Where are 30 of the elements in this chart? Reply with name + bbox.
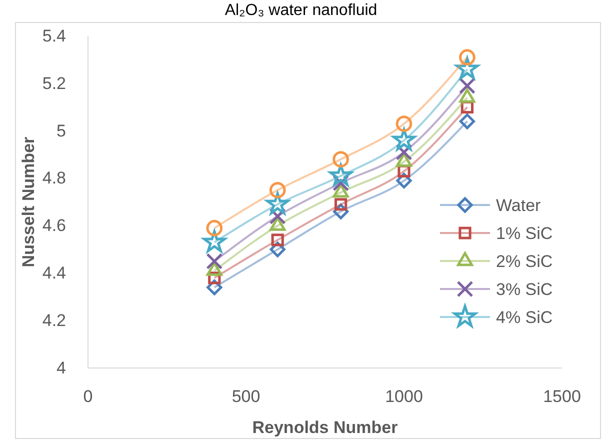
legend-label: Water: [496, 196, 542, 215]
point: [396, 116, 412, 132]
y-tick-label: 5: [56, 121, 66, 140]
legend-label: 3% SiC: [496, 280, 553, 299]
y-tick-label: 4.4: [42, 264, 66, 283]
x-tick-label: 1500: [543, 387, 581, 406]
chart-title: Al₂O₃ water nanofluid: [224, 2, 378, 19]
point: [332, 151, 349, 168]
legend-label: 1% SiC: [496, 224, 553, 243]
y-tick-label: 4: [56, 358, 66, 378]
y-tick-label: 5.4: [42, 26, 66, 46]
y-tick-label: 4.2: [42, 311, 66, 330]
x-tick-label: 500: [232, 387, 260, 406]
point: [206, 220, 223, 236]
y-axis-title: Nusselt Number: [19, 136, 38, 268]
y-tick-label: 4.8: [42, 168, 66, 188]
point: [458, 78, 476, 94]
point: [269, 182, 286, 198]
y-tick-label: 4.6: [42, 216, 66, 236]
x-tick-label: 1000: [385, 387, 423, 406]
point: [459, 114, 476, 130]
point: [459, 49, 476, 66]
point: [271, 234, 284, 246]
x-axis-title: Reynolds Number: [252, 418, 398, 437]
y-tick-label: 5.2: [42, 74, 66, 93]
legend-label: 4% SiC: [496, 308, 553, 327]
x-tick-label: 0: [83, 387, 93, 406]
point: [206, 253, 223, 270]
legend-label: 2% SiC: [496, 252, 553, 271]
point: [334, 198, 348, 211]
